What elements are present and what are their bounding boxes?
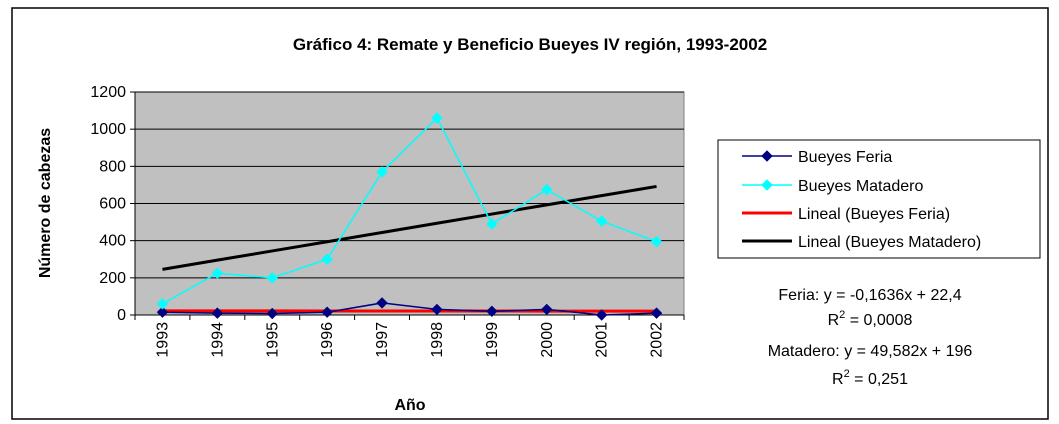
y-tick-label: 1000 xyxy=(90,121,126,138)
marker xyxy=(486,305,498,317)
x-tick-label: 2002 xyxy=(649,322,666,358)
series-line xyxy=(162,302,657,316)
marker xyxy=(541,183,553,196)
trend-equation: Matadero: y = 49,582x + 196 xyxy=(768,343,973,360)
y-tick-label: 0 xyxy=(117,307,126,324)
x-axis-label: Año xyxy=(394,397,425,414)
marker xyxy=(595,309,608,321)
marker xyxy=(431,303,443,316)
trend-equation: Feria: y = -0,1636x + 22,4 xyxy=(778,287,961,304)
marker xyxy=(486,218,498,230)
chart-title: Gráfico 4: Remate y Beneficio Bueyes IV … xyxy=(293,35,767,54)
legend-label: Lineal (Bueyes Feria) xyxy=(798,206,950,223)
y-tick-label: 1200 xyxy=(90,84,126,101)
marker xyxy=(595,215,608,227)
marker xyxy=(156,298,169,310)
x-tick-label: 1998 xyxy=(429,322,446,358)
trend-r2: R2 = 0,0008 xyxy=(828,309,913,329)
r2-sup: 2 xyxy=(844,368,850,380)
legend-box xyxy=(717,139,1041,259)
legend-marker xyxy=(761,179,773,191)
x-tick-label: 1996 xyxy=(319,322,336,358)
marker xyxy=(650,235,663,248)
x-tick-label: 2000 xyxy=(539,322,556,358)
marker xyxy=(211,307,224,319)
x-tick-label: 1994 xyxy=(209,322,226,358)
series-line xyxy=(162,116,657,305)
trend-line xyxy=(162,184,657,271)
x-tick-label: 1995 xyxy=(264,322,281,358)
marker xyxy=(266,307,278,320)
y-tick-label: 800 xyxy=(99,158,126,175)
marker xyxy=(431,112,443,124)
y-axis-label: Número de cabezas xyxy=(37,128,54,278)
r2-base: R xyxy=(832,371,844,388)
marker xyxy=(650,307,663,319)
legend-marker xyxy=(761,150,773,162)
r2-sup: 2 xyxy=(839,309,845,321)
x-tick-label: 1993 xyxy=(154,322,171,358)
marker xyxy=(156,306,169,318)
r2-base: R xyxy=(828,312,840,329)
marker xyxy=(321,253,333,265)
x-tick-label: 2001 xyxy=(594,322,611,358)
r2-rest: = 0,251 xyxy=(850,371,908,388)
x-tick-label: 1997 xyxy=(374,322,391,358)
marker xyxy=(376,297,388,309)
legend-label: Bueyes Matadero xyxy=(798,178,924,195)
trend-r2: R2 = 0,251 xyxy=(832,368,908,388)
r2-rest: = 0,0008 xyxy=(845,312,912,329)
x-tick-label: 1999 xyxy=(484,322,501,358)
y-tick-label: 200 xyxy=(99,270,126,287)
y-tick-label: 600 xyxy=(99,196,126,213)
marker xyxy=(541,303,553,316)
y-tick-label: 400 xyxy=(99,233,126,250)
marker xyxy=(321,306,333,318)
legend-label: Bueyes Feria xyxy=(798,149,892,166)
marker xyxy=(376,166,388,178)
marker xyxy=(211,267,224,279)
legend-label: Lineal (Bueyes Matadero) xyxy=(798,234,981,251)
marker xyxy=(266,272,278,284)
